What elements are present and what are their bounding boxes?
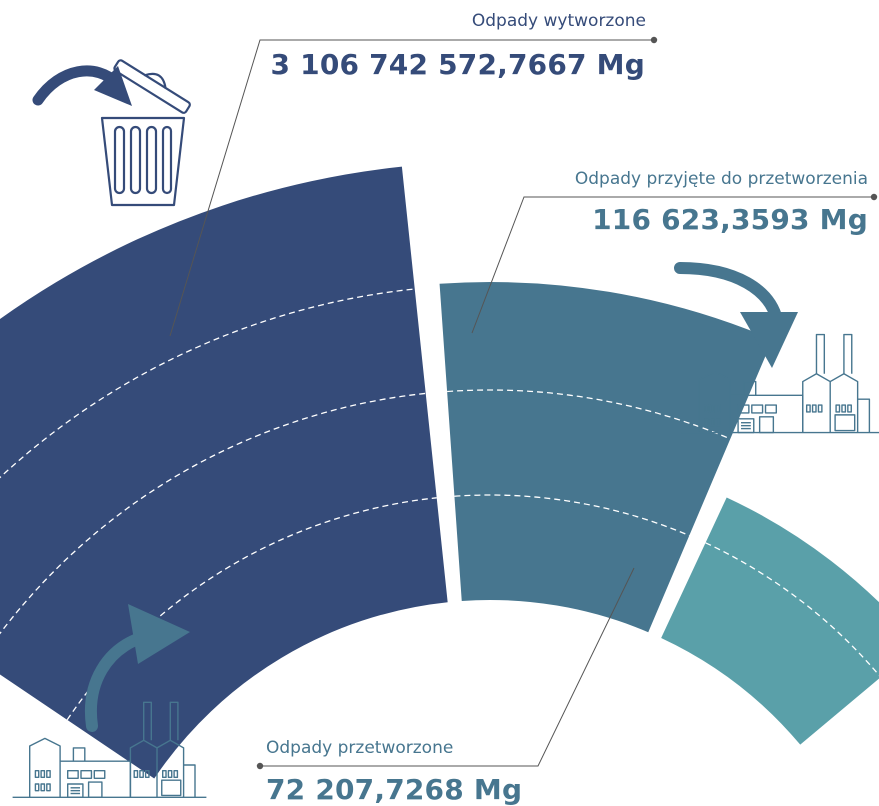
ring-divider-0-2 xyxy=(0,288,415,479)
trash-bin-icon xyxy=(100,59,191,207)
arrow-icon xyxy=(674,262,798,368)
series-label-accepted: Odpady przyjęte do przetworzenia xyxy=(574,169,868,189)
leader-dot-1 xyxy=(870,193,878,201)
sector-0 xyxy=(0,166,448,779)
ring-dividers xyxy=(0,288,879,721)
leader-dot-2 xyxy=(256,762,264,770)
ring-divider-1-0 xyxy=(454,494,690,537)
factory-icon xyxy=(12,701,207,799)
series-label-processed: Odpady przetworzone xyxy=(266,738,454,758)
ring-divider-0-1 xyxy=(0,392,426,635)
leader-lines xyxy=(169,36,878,770)
leader-line-0 xyxy=(169,39,654,337)
arrow-icon xyxy=(32,65,132,106)
leader-line-2 xyxy=(260,567,635,767)
sector-1 xyxy=(439,282,773,633)
ring-divider-2-0 xyxy=(705,542,879,677)
leader-line-1 xyxy=(471,196,874,334)
series-value-generated: 3 106 742 572,7667 Mg xyxy=(270,48,645,81)
sector-group xyxy=(0,166,879,779)
leader-dot-0 xyxy=(650,36,658,44)
arrow-icon xyxy=(85,604,190,732)
factory-icon xyxy=(681,333,879,434)
ring-divider-1-1 xyxy=(447,389,731,440)
series-label-generated: Odpady wytworzone xyxy=(471,11,646,31)
series-value-processed: 72 207,7268 Mg xyxy=(266,773,523,806)
series-value-accepted: 116 623,3593 Mg xyxy=(592,203,868,236)
sector-2 xyxy=(661,497,879,745)
